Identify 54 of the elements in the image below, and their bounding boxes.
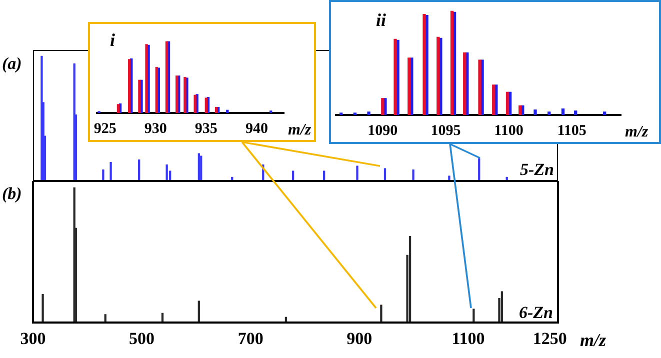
x-axis-title: m/z xyxy=(625,124,649,141)
x-tick-label: 925 xyxy=(94,120,116,137)
bar xyxy=(381,98,384,115)
bar xyxy=(198,153,200,181)
bar xyxy=(574,110,578,115)
bar xyxy=(561,108,565,115)
x-axis-title: m/z xyxy=(580,330,606,350)
bar xyxy=(200,156,202,181)
bar xyxy=(448,176,450,181)
bar xyxy=(534,109,537,115)
bar xyxy=(102,169,104,181)
annotation: 5-Zn xyxy=(520,160,554,180)
x-tick-label: 1100 xyxy=(452,329,485,348)
chart-title: ii xyxy=(376,10,386,31)
bar xyxy=(42,294,44,323)
bar xyxy=(463,52,466,115)
bar xyxy=(603,112,606,115)
annotation: 6-Zn xyxy=(519,303,553,323)
bar xyxy=(518,105,522,115)
x-axis-title: m/z xyxy=(288,122,312,139)
x-tick-label: 1100 xyxy=(494,122,524,139)
bar xyxy=(478,60,482,115)
x-tick-label: 900 xyxy=(346,329,372,348)
text: (b) xyxy=(2,184,22,204)
bar xyxy=(394,38,397,115)
x-tick-label: 940 xyxy=(245,120,268,137)
bar xyxy=(110,162,112,181)
bar xyxy=(380,304,382,323)
bar xyxy=(548,112,551,115)
bar xyxy=(384,98,387,115)
x-tick-label: 1250 xyxy=(532,329,567,348)
x-tick-label: 1105 xyxy=(557,122,586,139)
chart-title: i xyxy=(110,30,116,51)
x-tick-label: 930 xyxy=(144,120,167,137)
bar xyxy=(492,84,496,115)
bar xyxy=(450,10,454,115)
x-tick-label: 1095 xyxy=(430,122,461,139)
bar xyxy=(367,112,370,115)
x-tick-label: 500 xyxy=(129,329,155,348)
x-tick-label: 700 xyxy=(238,329,264,348)
x-tick-label: 935 xyxy=(194,120,218,137)
bar xyxy=(204,98,208,113)
bar xyxy=(40,56,43,181)
bar xyxy=(412,169,414,181)
bar xyxy=(408,236,412,323)
bar xyxy=(472,308,475,323)
text: (a) xyxy=(2,54,22,74)
bar xyxy=(356,166,358,181)
bar xyxy=(436,36,440,115)
bar xyxy=(408,58,411,115)
bar xyxy=(506,92,510,115)
bar xyxy=(422,14,426,115)
x-tick-label: 1090 xyxy=(368,122,398,139)
x-tick-label: 300 xyxy=(20,329,46,348)
